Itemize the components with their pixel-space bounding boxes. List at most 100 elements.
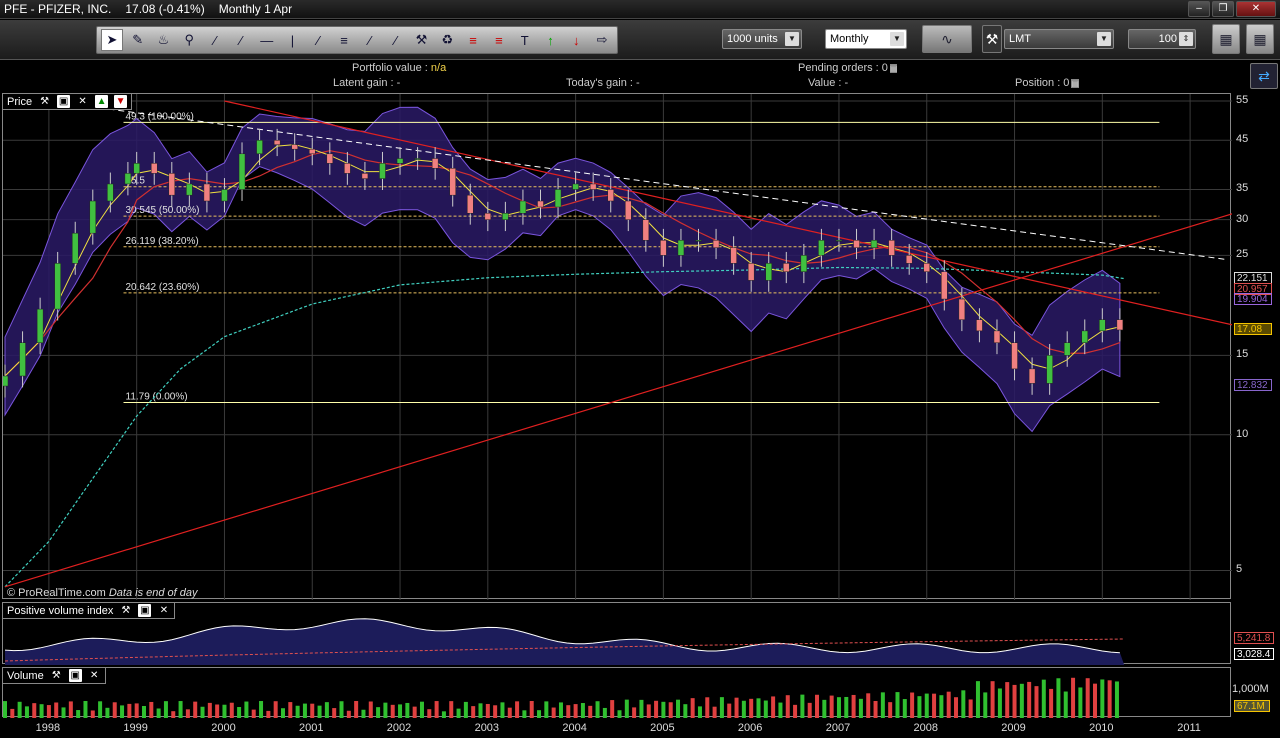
arc-icon[interactable]: ∕: [394, 32, 397, 48]
minimize-icon[interactable]: –: [1188, 1, 1210, 17]
list-icon[interactable]: ▤: [889, 64, 898, 73]
up-arrow-icon[interactable]: ↑: [547, 32, 554, 48]
ray-icon[interactable]: ∕: [239, 32, 242, 48]
candle-body: [309, 148, 316, 155]
candle-body: [467, 194, 474, 214]
pvi-pane[interactable]: Positive volume index ⚒ ▣ ✕: [2, 602, 1232, 665]
volume-bar: [32, 703, 37, 718]
volume-bar: [193, 701, 198, 718]
volume-bar: [17, 701, 22, 718]
zoom-icon[interactable]: ⚲: [184, 32, 195, 47]
window-icon[interactable]: ▣: [57, 95, 71, 108]
wrench-icon[interactable]: ⚒: [121, 605, 131, 616]
volume-bar: [288, 702, 293, 718]
alarm-icon[interactable]: ♨: [157, 32, 170, 47]
volume-bar: [580, 703, 585, 718]
timeframe-select[interactable]: Monthly ▼: [825, 29, 907, 49]
candle-body: [89, 200, 97, 234]
close-icon[interactable]: ✕: [78, 96, 87, 107]
horizontal-line-icon[interactable]: —: [260, 32, 274, 48]
line-icon[interactable]: ∕: [214, 32, 217, 48]
ruler-icon[interactable]: ✎: [132, 32, 144, 47]
candle-body: [256, 140, 263, 155]
wrench-icon[interactable]: ⚒: [51, 670, 61, 681]
window-icon[interactable]: ▣: [138, 604, 152, 617]
wrench-icon[interactable]: ⚒: [982, 25, 1002, 53]
tools-icon[interactable]: ⚒: [415, 32, 428, 47]
position[interactable]: Position : 0 ▤: [1015, 77, 1079, 89]
candle-body: [888, 240, 895, 256]
pvi-chart[interactable]: [3, 603, 1232, 665]
pending-orders[interactable]: Pending orders : 0 ▤: [798, 62, 898, 74]
right-arrow-icon[interactable]: ⇨: [596, 32, 608, 47]
up-icon[interactable]: ▲: [95, 95, 109, 108]
time-tick-label: 2006: [737, 722, 763, 734]
quantity-stepper[interactable]: 100 ⇕: [1128, 29, 1196, 49]
price-pane[interactable]: Price ⚒ ▣ ✕ ▲ ▼ 49.3 (100.00%) 35.5 30.545…: [2, 93, 1232, 600]
todays-gain: Today's gain : -: [566, 77, 640, 89]
candle-body: [291, 144, 298, 150]
down-arrow-icon[interactable]: ↓: [573, 32, 580, 48]
volume-bar: [807, 702, 812, 718]
close-icon[interactable]: ✕: [159, 605, 169, 616]
chart-style-icon[interactable]: ∿: [922, 25, 972, 53]
candle-body: [589, 183, 597, 190]
buy-line-icon[interactable]: ≡: [469, 32, 477, 48]
volume-pane[interactable]: Volume ⚒ ▣ ✕: [2, 667, 1232, 718]
candle-body: [783, 263, 790, 272]
ticker-select[interactable]: LMT ▼: [1004, 29, 1114, 49]
quick-trade-icon[interactable]: ⇄: [1250, 63, 1278, 89]
fan-icon[interactable]: ∕: [368, 32, 371, 48]
trash-icon[interactable]: ♻: [441, 32, 454, 47]
volume-bar: [120, 705, 125, 718]
portfolio-value: Portfolio value : n/a: [352, 62, 446, 74]
list-icon[interactable]: ▤: [1071, 79, 1079, 88]
candle-body: [1063, 342, 1071, 356]
volume-bar: [149, 701, 154, 718]
volume-bar: [529, 701, 534, 718]
candle-body: [484, 212, 492, 220]
time-tick-label: 2008: [913, 722, 938, 734]
pvi-value-2: 3,028.4: [1234, 648, 1274, 660]
volume-bar: [1027, 681, 1032, 718]
wrench-icon[interactable]: ⚒: [40, 96, 50, 107]
volume-bar: [273, 701, 278, 718]
pvi-pane-title: Positive volume index: [7, 604, 114, 617]
volume-bar: [493, 705, 498, 718]
vertical-line-icon[interactable]: |: [290, 32, 295, 48]
restore-icon[interactable]: ❐: [1212, 1, 1234, 17]
volume-bar: [836, 697, 841, 718]
units-select[interactable]: 1000 units ▼: [722, 29, 802, 49]
volume-bar: [24, 706, 29, 718]
candle-body: [976, 319, 983, 332]
volume-bar: [624, 699, 629, 718]
price-chart[interactable]: 49.3 (100.00%) 35.5 30.545 (50.00%) 26.119 …: [3, 94, 1232, 600]
volume-bar: [427, 709, 432, 718]
pointer-icon[interactable]: ➤: [101, 29, 123, 51]
close-icon[interactable]: ✕: [90, 670, 99, 681]
buy-order-icon[interactable]: ▦: [1212, 24, 1240, 54]
volume-chart[interactable]: [3, 668, 1232, 718]
volume-bar: [668, 702, 673, 718]
candle-body: [554, 189, 562, 208]
text-icon[interactable]: T: [520, 32, 529, 48]
volume-bar: [507, 707, 512, 718]
close-icon[interactable]: ✕: [1236, 1, 1276, 17]
volume-bar: [185, 709, 190, 718]
time-tick-label: 2001: [299, 722, 324, 734]
channel-icon[interactable]: ∕: [317, 32, 320, 48]
sell-order-icon[interactable]: ▦: [1246, 24, 1274, 54]
fibonacci-icon[interactable]: ≡: [340, 32, 348, 48]
down-icon[interactable]: ▼: [114, 95, 128, 108]
position-label: Position : 0: [1015, 77, 1070, 89]
volume-bar: [302, 703, 307, 718]
window-icon[interactable]: ▣: [68, 669, 82, 682]
sell-line-icon[interactable]: ≡: [495, 32, 503, 48]
volume-bar: [434, 701, 439, 718]
volume-bar: [46, 705, 51, 718]
volume-pane-title: Volume: [7, 669, 44, 682]
volume-bar: [697, 706, 702, 718]
candle-body: [203, 183, 211, 202]
candle-body: [625, 200, 632, 220]
portfolio-amount: n/a: [430, 62, 447, 74]
